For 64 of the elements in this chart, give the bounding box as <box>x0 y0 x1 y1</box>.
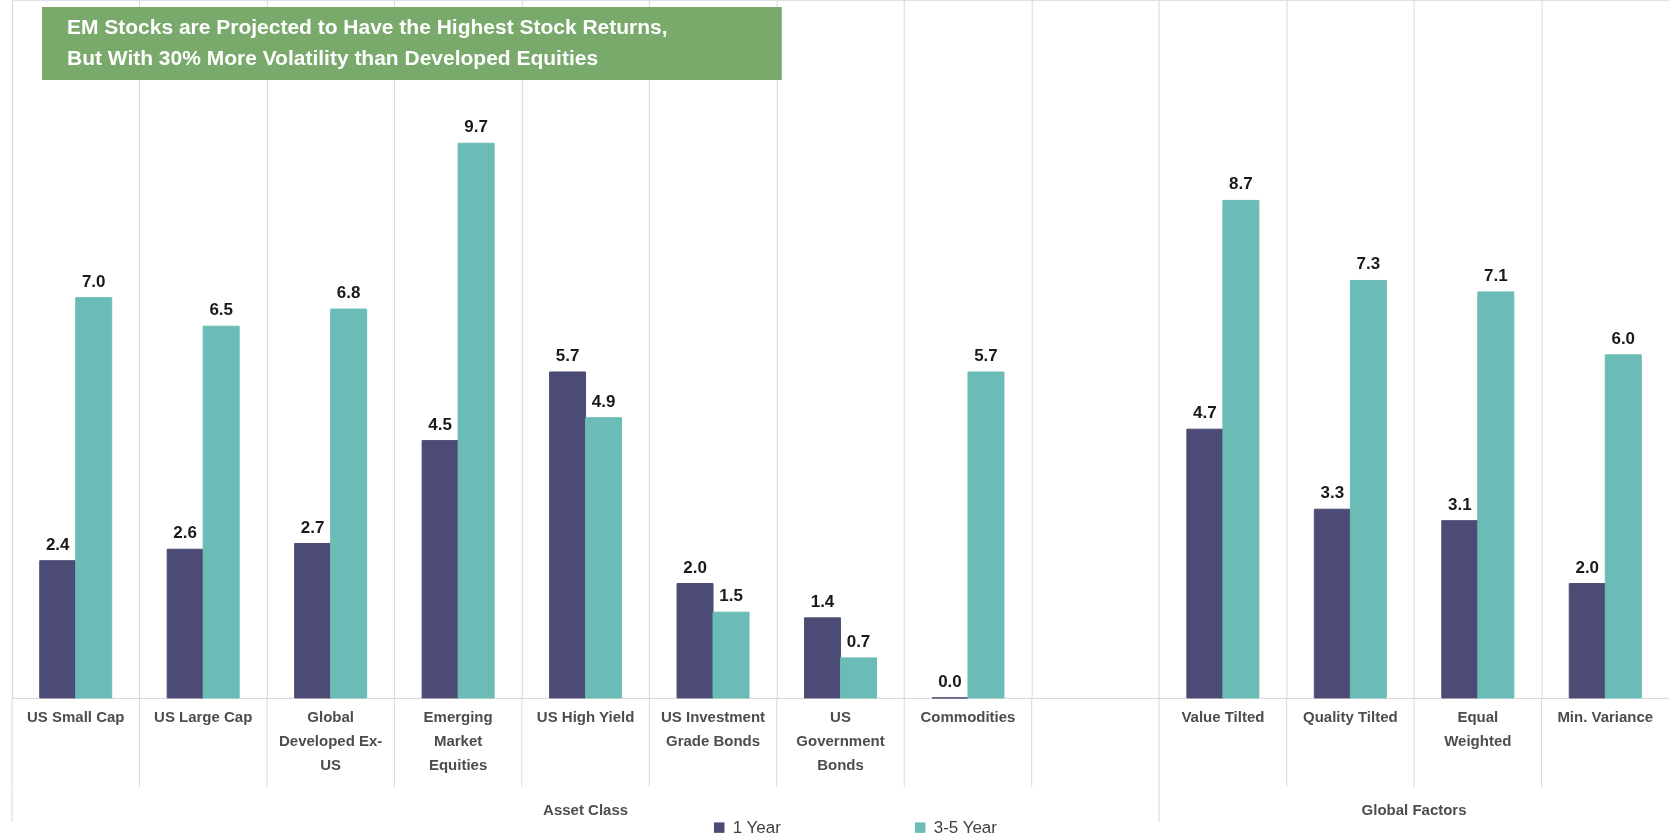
bar <box>457 142 495 699</box>
x-tick-label: US Small Cap <box>27 708 125 726</box>
bar <box>1477 291 1515 699</box>
bar <box>1349 279 1387 699</box>
x-tick-label: US High Yield <box>536 708 635 726</box>
x-tick-label: Quality Tilted <box>1303 708 1398 726</box>
data-label: 2.7 <box>300 517 325 537</box>
data-label: 4.5 <box>428 414 452 434</box>
data-label: 5.7 <box>974 345 998 365</box>
bar <box>330 308 368 699</box>
bar <box>1186 428 1224 699</box>
data-label: 7.3 <box>1356 254 1381 274</box>
bar <box>585 417 623 699</box>
data-label: 4.9 <box>591 391 616 411</box>
data-label: 8.7 <box>1229 174 1253 194</box>
data-label: 2.0 <box>1575 557 1600 577</box>
data-label: 3.3 <box>1320 483 1345 503</box>
legend-label: 1 Year <box>732 817 782 837</box>
data-label: 9.7 <box>464 117 488 137</box>
data-label: 7.0 <box>81 271 106 291</box>
x-tick-label: Commodities <box>920 708 1016 726</box>
bar <box>712 611 750 699</box>
x-tick-label: Equal Weighted <box>1444 708 1512 750</box>
text: Asset Class <box>543 800 629 818</box>
bar <box>202 325 240 699</box>
data-label: 0.0 <box>938 671 962 691</box>
x-tick-label: Global Developed Ex-US <box>279 708 383 774</box>
bar <box>840 657 877 699</box>
data-label: 1.5 <box>719 586 743 606</box>
bar <box>1441 520 1479 699</box>
x-tick-label: Emerging Market Equities <box>423 708 493 774</box>
x-tick-label: US Investment Grade Bonds <box>660 708 766 750</box>
bar <box>1222 199 1260 699</box>
bar <box>75 297 113 699</box>
bar <box>803 617 841 699</box>
bar <box>39 560 77 699</box>
bar <box>967 371 1005 699</box>
bar <box>549 371 587 699</box>
data-label: 6.0 <box>1611 328 1636 348</box>
x-tick-label: US Large Cap <box>154 708 253 726</box>
bar <box>1568 583 1606 699</box>
data-label: 1.4 <box>810 591 835 611</box>
x-tick-label: Value Tilted <box>1181 708 1265 726</box>
bar <box>1313 508 1351 699</box>
bar <box>294 543 332 699</box>
text: Global Factors <box>1361 800 1467 818</box>
data-label: 2.0 <box>683 557 707 577</box>
data-label: 3.1 <box>1447 494 1472 514</box>
x-tick-label: US Government Bonds <box>796 708 885 774</box>
legend-label: 3-5 Year <box>933 817 998 837</box>
bar <box>1604 354 1642 699</box>
data-label: 6.5 <box>209 300 233 320</box>
data-label: 6.8 <box>336 283 361 303</box>
bar <box>676 583 714 699</box>
data-label: 5.7 <box>555 345 580 365</box>
data-label: 0.7 <box>846 631 871 651</box>
x-tick-label: Min. Variance <box>1557 708 1654 726</box>
chart-title: EM Stocks are Projected to Have the Highest Stock Returns, But With 30% More Volatility than Developed Equities <box>66 15 668 70</box>
bar <box>421 440 459 699</box>
data-label: 2.6 <box>173 523 197 543</box>
data-label: 7.1 <box>1484 265 1508 285</box>
data-label: 4.7 <box>1193 403 1217 423</box>
bar <box>166 548 204 699</box>
data-label: 2.4 <box>45 534 71 554</box>
